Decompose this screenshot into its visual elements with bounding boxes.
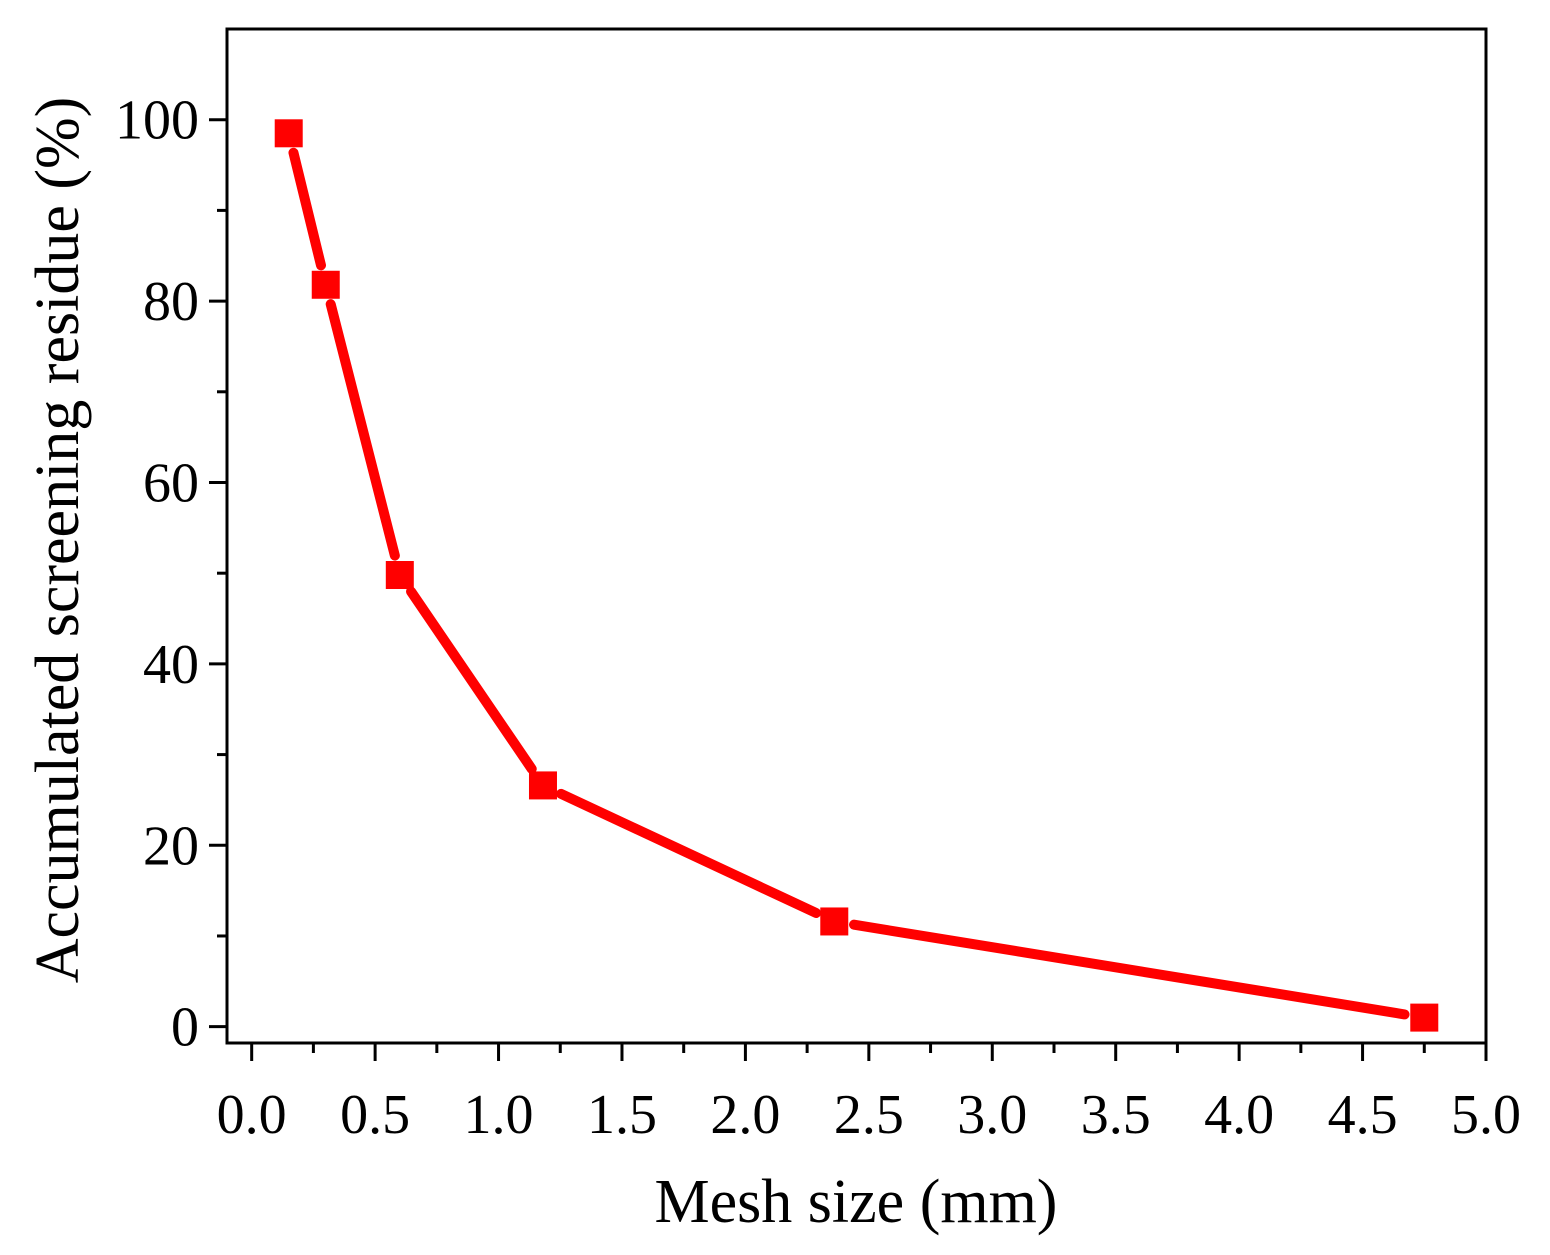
series-line-segment <box>325 299 400 561</box>
y-axis-title: Accumulated screening residue (%) <box>24 97 92 984</box>
x-tick-label: 2.5 <box>834 1084 904 1146</box>
data-point-marker <box>528 771 557 800</box>
data-point-marker <box>311 270 340 299</box>
data-point-marker <box>274 119 303 148</box>
x-tick-label: 5.0 <box>1451 1084 1521 1146</box>
series-line-segment <box>288 147 326 271</box>
data-point-marker <box>820 907 849 936</box>
plot-frame <box>225 27 1488 1045</box>
x-tick-label: 3.5 <box>1081 1084 1151 1146</box>
data-point-marker <box>385 561 414 589</box>
y-tick-label: 40 <box>143 634 199 696</box>
x-tick-label: 4.5 <box>1328 1084 1398 1146</box>
y-axis-ticks: 0 20 40 60 80 100 <box>115 90 227 1059</box>
series-line-segment <box>849 919 1410 1020</box>
series-line-segment <box>556 788 822 919</box>
x-tick-label: 0.0 <box>217 1084 287 1146</box>
x-tick-label: 1.0 <box>464 1084 534 1146</box>
x-tick-label: 2.0 <box>710 1084 780 1146</box>
x-tick-label: 3.0 <box>957 1084 1027 1146</box>
y-tick-label: 80 <box>143 271 199 333</box>
x-tick-label: 0.5 <box>340 1084 410 1146</box>
y-tick-label: 0 <box>171 997 199 1059</box>
y-tick-label: 100 <box>115 90 199 152</box>
x-axis-title: Mesh size (mm) <box>655 1168 1058 1236</box>
series-line-segment <box>406 586 537 774</box>
y-tick-label: 20 <box>143 815 199 877</box>
x-tick-label: 1.5 <box>587 1084 657 1146</box>
x-axis-ticks: 0.0 0.5 1.0 1.5 2.0 2.5 3.0 3.5 4.0 4.5 5.0 <box>217 1043 1521 1146</box>
data-point-marker <box>1410 1003 1439 1032</box>
x-tick-label: 4.0 <box>1204 1084 1274 1146</box>
y-tick-label: 60 <box>143 452 199 514</box>
series-layer <box>274 119 1439 1032</box>
